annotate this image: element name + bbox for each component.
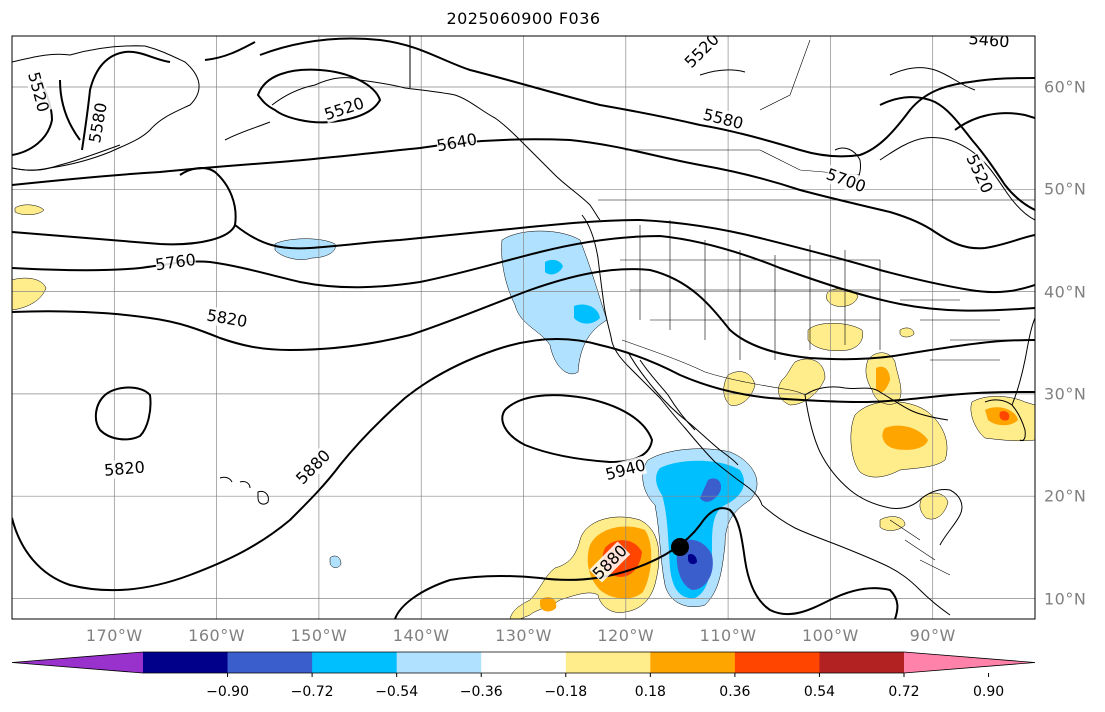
colorbar-swatch (734, 652, 820, 673)
colorbar-tick-label: 0.18 (634, 684, 666, 700)
lat-tick-label: 30°N (1044, 384, 1087, 404)
gridlines (12, 36, 1035, 619)
lon-tick-label: 100°W (801, 626, 859, 645)
colorbar-swatch (481, 652, 567, 673)
contour-label-text: 5820 (103, 457, 145, 479)
contour-label-text: 5820 (205, 305, 248, 331)
colorbar-extend-min (12, 652, 143, 673)
colorbar-tick-label: −0.72 (290, 684, 334, 700)
contour-label: 5640 (435, 130, 478, 156)
contour-label: 5760 (154, 250, 197, 274)
lon-tick-label: 150°W (290, 626, 348, 645)
contour-label-text: 5760 (154, 250, 197, 274)
map-frame (11, 35, 1036, 620)
contour-label: 5820 (205, 305, 248, 331)
colorbar-extend-max (904, 652, 1035, 673)
lon-tick-label: 160°W (188, 626, 246, 645)
colorbar-tick-label: −0.36 (459, 684, 503, 700)
lat-tick-label: 60°N (1044, 77, 1087, 97)
colorbar-swatch (650, 652, 736, 673)
height-contours (12, 37, 1035, 619)
lat-tick-label: 10°N (1044, 589, 1087, 609)
colorbar-tick-label: −0.54 (375, 684, 419, 700)
lat-tick-label: 20°N (1044, 486, 1087, 506)
contour-label: 5460 (968, 29, 1010, 51)
lon-tick-label: 90°W (909, 626, 956, 645)
contour-label: 5820 (103, 457, 145, 479)
lat-tick-label: 50°N (1044, 179, 1087, 199)
colorbar-tick-label: 0.72 (888, 684, 920, 700)
colorbar-tick-label: 0.54 (803, 684, 836, 700)
lon-tick-label: 130°W (495, 626, 552, 645)
lon-tick-label: 120°W (597, 626, 655, 645)
colorbar-tick-label: 0.36 (719, 684, 751, 700)
contour-label-text: 5640 (435, 130, 478, 156)
colorbar-swatch (565, 652, 651, 673)
storm-marker (671, 538, 689, 556)
colorbar-swatch (312, 652, 398, 673)
colorbar-swatch (143, 652, 229, 673)
contour-label: 5520 (24, 70, 53, 114)
colorbar (11, 651, 1036, 677)
lon-tick-label: 170°W (85, 626, 143, 645)
lon-tick-label: 110°W (699, 626, 757, 645)
plot-title: 2025060900 F036 (446, 9, 601, 28)
colorbar-swatch (227, 652, 313, 673)
colorbar-tick-label: −0.18 (544, 684, 588, 700)
colorbar-tick-label: −0.90 (206, 684, 249, 700)
colorbar-tick-label: 0.90 (972, 684, 1005, 700)
contour-label-text: 5520 (24, 70, 53, 114)
colorbar-swatch (396, 652, 482, 673)
colorbar-outline (11, 651, 1036, 674)
contour-label-text: 5460 (968, 29, 1010, 51)
lat-tick-label: 40°N (1044, 282, 1087, 302)
negative-anomaly-california (501, 230, 608, 375)
colorbar-swatch (819, 652, 905, 673)
borders (598, 39, 1035, 576)
lon-tick-label: 140°W (392, 626, 450, 645)
